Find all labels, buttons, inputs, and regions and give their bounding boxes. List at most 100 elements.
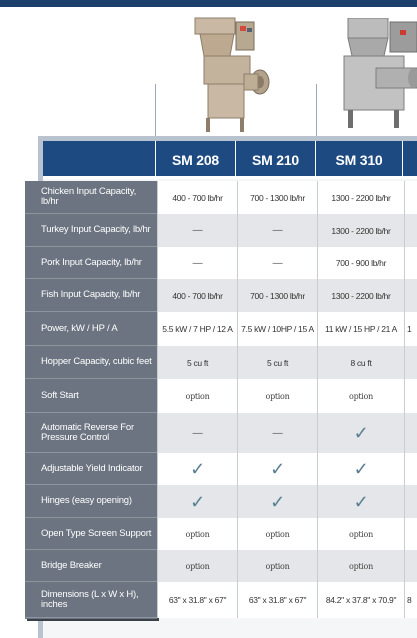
spec-value-cell: 84.2" x 37.8" x 70.9" xyxy=(317,582,404,618)
spec-value-cell: — xyxy=(237,214,317,247)
spec-value-cell: 5 cu ft xyxy=(237,346,317,379)
checkmark-icon: ✓ xyxy=(270,491,285,512)
spec-label: Dimensions (L x W x H), inches xyxy=(25,582,157,618)
sm208-machine-image xyxy=(194,17,270,132)
spec-label-column: Chicken Input Capacity, lb/hr Turkey Inpu… xyxy=(25,181,157,619)
value-text: 1300 - 2200 lb/hr xyxy=(331,290,391,301)
spec-value-cell: option xyxy=(237,379,317,413)
checkmark-icon: ✓ xyxy=(353,491,369,512)
value-text: 8 cu ft xyxy=(350,357,372,368)
spec-value-cell: 11 kW / 15 HP / 21 A xyxy=(317,312,404,346)
spec-value-cell xyxy=(404,247,417,279)
spec-value-cell: option xyxy=(157,379,237,413)
table-row: 63" x 31.8" x 67" 63" x 31.8" x 67" 84.2" … xyxy=(157,582,417,618)
table-row: — — 1300 - 2200 lb/hr xyxy=(157,214,417,247)
option-text: option xyxy=(265,561,290,571)
spec-value-cell: ✓ xyxy=(317,413,404,453)
model-header-next xyxy=(402,141,417,177)
table-row: 5.5 kW / 7 HP / 12 A 7.5 kW / 10HP / 15 A… xyxy=(157,312,417,346)
table-row: 400 - 700 lb/hr 700 - 1300 lb/hr 1300 - 22… xyxy=(157,279,417,312)
checkmark-icon: ✓ xyxy=(353,423,369,443)
spec-value-cell xyxy=(404,518,417,550)
spec-value-cell: ✓ xyxy=(237,453,317,485)
spec-value-cell xyxy=(404,379,417,413)
value-text: 5 cu ft xyxy=(266,357,289,368)
option-text: option xyxy=(349,529,373,539)
value-text: 11 kW / 15 HP / 21 A xyxy=(324,324,398,334)
value-text: 700 - 1300 lb/hr xyxy=(250,290,305,301)
spec-label: Hopper Capacity, cubic feet xyxy=(25,346,157,379)
table-row: — — 700 - 900 lb/hr xyxy=(157,247,417,279)
value-text: 1300 - 2200 lb/hr xyxy=(331,225,391,236)
table-row: option option option xyxy=(157,379,417,413)
not-available-dash: — xyxy=(192,257,203,269)
option-text: option xyxy=(349,391,373,401)
option-text: option xyxy=(185,561,210,571)
spec-label: Pork Input Capacity, lb/hr xyxy=(25,247,157,279)
value-text: 5 cu ft xyxy=(186,357,209,368)
option-text: option xyxy=(185,529,210,539)
spec-value-cell xyxy=(404,485,417,518)
value-text: 1300 - 2200 lb/hr xyxy=(331,192,391,203)
option-text: option xyxy=(265,529,290,539)
spec-label: Bridge Breaker xyxy=(25,550,157,582)
value-text: 8 xyxy=(407,595,412,605)
not-available-dash: — xyxy=(272,225,283,236)
spec-value-cell: — xyxy=(157,247,237,279)
spec-label: Fish Input Capacity, lb/hr xyxy=(25,279,157,312)
spec-value-cell xyxy=(404,413,417,453)
value-text: 5.5 kW / 7 HP / 12 A xyxy=(162,324,233,334)
model-header-row: SM 208 SM 210 SM 310 xyxy=(43,141,417,179)
spec-value-cell: 5 cu ft xyxy=(157,346,237,379)
checkmark-icon: ✓ xyxy=(190,491,205,512)
spec-value-cell: option xyxy=(237,550,317,582)
spec-label: Chicken Input Capacity, lb/hr xyxy=(25,181,157,214)
spec-value-cell: 700 - 900 lb/hr xyxy=(317,247,404,279)
spec-label: Open Type Screen Support xyxy=(25,518,157,550)
checkmark-icon: ✓ xyxy=(353,459,369,479)
spec-value-cell: 700 - 1300 lb/hr xyxy=(237,279,317,312)
not-available-dash: — xyxy=(272,257,283,269)
divider-line-left xyxy=(155,84,156,140)
spec-value-cell: 8 cu ft xyxy=(317,346,404,379)
spec-value-cell: option xyxy=(157,518,237,550)
spec-label: Hinges (easy opening) xyxy=(25,485,157,518)
table-row: 400 - 700 lb/hr 700 - 1300 lb/hr 1300 - 22… xyxy=(157,181,417,214)
spec-label: Soft Start xyxy=(25,379,157,413)
not-available-dash: — xyxy=(272,427,283,439)
spec-value-cell: 1300 - 2200 lb/hr xyxy=(317,181,404,214)
value-text: 400 - 700 lb/hr xyxy=(172,290,223,301)
model-header-sm208: SM 208 xyxy=(155,141,235,177)
spec-value-cell xyxy=(404,453,417,485)
spec-value-cell: ✓ xyxy=(237,485,317,518)
value-text: 700 - 900 lb/hr xyxy=(335,258,387,268)
spec-label: Adjustable Yield Indicator xyxy=(25,453,157,485)
spec-value-cell: 8 xyxy=(404,582,417,618)
spec-value-cell xyxy=(404,181,417,214)
sm310-machine-image xyxy=(343,18,417,128)
spec-value-cell: ✓ xyxy=(157,485,237,518)
spec-value-cell: — xyxy=(157,413,237,453)
checkmark-icon: ✓ xyxy=(190,459,205,479)
spec-value-cell: 1300 - 2200 lb/hr xyxy=(317,279,404,312)
spec-value-cell: option xyxy=(237,518,317,550)
spec-value-grid: 400 - 700 lb/hr 700 - 1300 lb/hr 1300 - 22… xyxy=(157,181,417,631)
spec-value-cell: option xyxy=(317,379,404,413)
spec-label: Power, kW / HP / A xyxy=(25,312,157,346)
table-row: — — ✓ xyxy=(157,413,417,453)
table-row: 5 cu ft 5 cu ft 8 cu ft xyxy=(157,346,417,379)
top-banner xyxy=(0,0,417,7)
spec-value-cell: ✓ xyxy=(317,453,404,485)
table-row: ✓ ✓ ✓ xyxy=(157,453,417,485)
spec-value-cell xyxy=(404,550,417,582)
option-text: option xyxy=(349,561,373,571)
spec-value-cell: 700 - 1300 lb/hr xyxy=(237,181,317,214)
table-row: option option option xyxy=(157,518,417,550)
option-text: option xyxy=(265,391,290,401)
spec-value-cell: option xyxy=(157,550,237,582)
value-text: 84.2" x 37.8" x 70.9" xyxy=(325,595,397,605)
value-text: 7.5 kW / 10HP / 15 A xyxy=(241,324,314,334)
spec-value-cell: 1 xyxy=(404,312,417,346)
checkmark-icon: ✓ xyxy=(270,459,285,479)
spec-value-cell: 63" x 31.8" x 67" xyxy=(157,582,237,618)
